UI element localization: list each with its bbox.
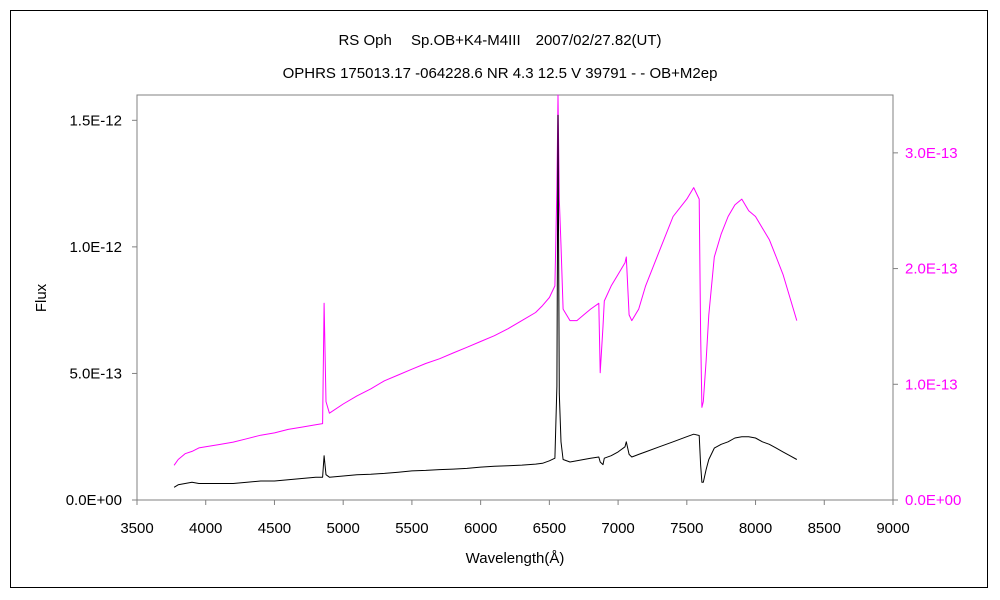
chart-subtitle: OPHRS 175013.17 -064228.6 NR 4.3 12.5 V … bbox=[282, 65, 718, 82]
y-left-tick-label: 1.0E-12 bbox=[69, 239, 122, 256]
y-left-tick-label: 1.5E-12 bbox=[69, 112, 122, 129]
x-tick-label: 5000 bbox=[326, 520, 359, 537]
x-tick-label: 3500 bbox=[120, 520, 153, 537]
x-tick-label: 4000 bbox=[189, 520, 222, 537]
y-right-tick-label: 0.0E+00 bbox=[905, 492, 961, 509]
plot-border bbox=[136, 94, 894, 501]
series-line-left bbox=[173, 114, 798, 488]
x-tick-label: 8000 bbox=[739, 520, 772, 537]
x-tick-label: 7500 bbox=[670, 520, 703, 537]
x-tick-label: 8500 bbox=[808, 520, 841, 537]
y-right-tick-label: 3.0E-13 bbox=[905, 145, 958, 162]
y-axis-label: Flux bbox=[33, 283, 50, 312]
y-right-tick-label: 1.0E-13 bbox=[905, 376, 958, 393]
x-tick-label: 9000 bbox=[876, 520, 909, 537]
y-right-tick-label: 2.0E-13 bbox=[905, 261, 958, 278]
x-axis-label: Wavelength(Å) bbox=[466, 550, 565, 567]
y-left-tick-label: 0.0E+00 bbox=[66, 492, 122, 509]
y-left-tick-label: 5.0E-13 bbox=[69, 365, 122, 382]
x-tick-label: 4500 bbox=[258, 520, 291, 537]
y-axis-right: 0.0E+00 1.0E-13 2.0E-13 3.0E-13 bbox=[893, 145, 961, 509]
series-line-right bbox=[173, 94, 798, 466]
series-layer bbox=[173, 94, 798, 488]
y-axis-left: 0.0E+00 5.0E-13 1.0E-12 1.5E-12 bbox=[66, 112, 137, 509]
x-tick-label: 7000 bbox=[601, 520, 634, 537]
x-tick-label: 5500 bbox=[395, 520, 428, 537]
plot-area bbox=[136, 94, 894, 501]
chart-title: RS Oph Sp.OB+K4-M4III 2007/02/27.82(UT) bbox=[338, 32, 662, 49]
x-tick-label: 6000 bbox=[464, 520, 497, 537]
x-tick-label: 6500 bbox=[533, 520, 566, 537]
chart-frame bbox=[10, 10, 988, 588]
x-axis: 3500 4000 4500 5000 5500 6000 6500 7000 7500 8000… bbox=[120, 500, 910, 537]
